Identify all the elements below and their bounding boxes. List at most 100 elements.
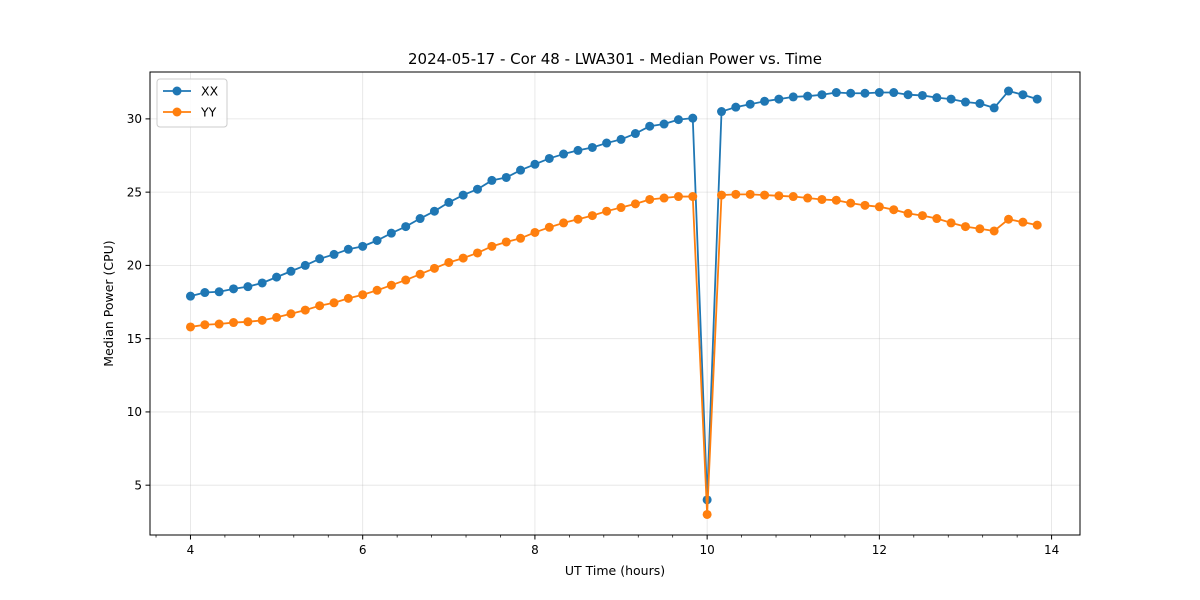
data-point-yy — [286, 309, 296, 319]
data-point-xx — [903, 90, 913, 100]
data-point-yy — [760, 190, 770, 200]
data-point-yy — [458, 253, 468, 263]
data-point-yy — [272, 312, 282, 322]
y-tick-label: 5 — [134, 478, 142, 492]
legend-marker-yy — [172, 107, 182, 117]
x-tick-label: 12 — [872, 543, 887, 557]
data-point-xx — [587, 142, 597, 152]
data-point-yy — [358, 290, 368, 300]
data-point-xx — [315, 254, 325, 264]
data-point-xx — [343, 244, 353, 254]
data-point-xx — [788, 92, 798, 102]
data-point-xx — [329, 249, 339, 259]
legend: XX YY — [156, 78, 228, 128]
data-point-xx — [1004, 86, 1014, 96]
data-point-yy — [731, 189, 741, 199]
y-tick-label: 10 — [127, 405, 142, 419]
data-point-yy — [917, 211, 927, 221]
data-point-xx — [688, 113, 698, 123]
data-point-xx — [673, 115, 683, 125]
legend-label-yy: YY — [200, 105, 217, 120]
data-point-yy — [501, 237, 511, 247]
x-tick-label: 4 — [187, 543, 195, 557]
data-point-yy — [874, 202, 884, 212]
data-point-yy — [831, 195, 841, 205]
legend-label-xx: XX — [201, 84, 219, 99]
data-point-yy — [989, 226, 999, 236]
x-tick-label: 6 — [359, 543, 367, 557]
data-point-xx — [846, 88, 856, 98]
data-point-yy — [659, 193, 669, 203]
data-point-yy — [630, 199, 640, 209]
data-point-yy — [602, 206, 612, 216]
data-point-yy — [343, 293, 353, 303]
data-point-xx — [530, 159, 540, 169]
chart-title: 2024-05-17 - Cor 48 - LWA301 - Median Po… — [408, 50, 822, 68]
data-point-xx — [257, 278, 267, 288]
data-point-xx — [831, 88, 841, 98]
data-point-yy — [717, 190, 727, 200]
data-point-yy — [573, 214, 583, 224]
series-layer — [185, 86, 1042, 519]
data-point-yy — [559, 218, 569, 228]
data-point-yy — [257, 315, 267, 325]
data-point-xx — [630, 129, 640, 139]
data-point-yy — [932, 214, 942, 224]
data-point-yy — [645, 194, 655, 204]
data-point-xx — [516, 165, 526, 175]
x-axis-label: UT Time (hours) — [565, 563, 665, 578]
data-point-xx — [989, 103, 999, 113]
data-point-yy — [903, 208, 913, 218]
y-tick-label: 30 — [127, 112, 142, 126]
data-point-xx — [472, 184, 482, 194]
data-point-xx — [573, 145, 583, 155]
data-point-yy — [429, 263, 439, 273]
data-point-yy — [386, 280, 396, 290]
data-point-xx — [659, 119, 669, 129]
data-point-yy — [300, 305, 310, 315]
data-point-xx — [803, 91, 813, 101]
data-point-xx — [774, 94, 784, 104]
y-tick-label: 20 — [127, 259, 142, 273]
data-point-xx — [501, 172, 511, 182]
data-point-xx — [214, 287, 224, 297]
y-tick-label: 15 — [127, 332, 142, 346]
data-point-xx — [372, 236, 382, 245]
data-point-yy — [415, 269, 425, 279]
data-point-xx — [745, 99, 755, 109]
data-point-xx — [200, 288, 210, 298]
legend-marker-xx — [172, 86, 182, 96]
data-point-yy — [444, 257, 454, 267]
data-point-xx — [1018, 90, 1028, 100]
grid — [150, 72, 1080, 535]
data-point-xx — [602, 138, 612, 148]
data-point-yy — [487, 241, 497, 251]
data-point-yy — [530, 227, 540, 237]
data-point-xx — [946, 94, 956, 104]
data-point-yy — [960, 222, 970, 232]
data-point-xx — [917, 90, 927, 100]
data-point-yy — [516, 233, 526, 243]
data-point-yy — [688, 192, 698, 202]
data-point-xx — [731, 102, 741, 112]
data-point-yy — [185, 322, 195, 332]
data-point-xx — [889, 88, 899, 98]
data-point-xx — [386, 228, 396, 238]
plot-frame — [149, 71, 1081, 536]
data-point-xx — [932, 93, 942, 103]
data-point-yy — [774, 191, 784, 201]
data-point-yy — [1004, 214, 1014, 224]
data-point-xx — [645, 121, 655, 131]
data-point-xx — [487, 175, 497, 185]
data-point-yy — [860, 200, 870, 210]
data-point-yy — [372, 285, 382, 295]
series-xx — [185, 86, 1042, 505]
data-point-xx — [458, 190, 468, 200]
data-point-yy — [788, 192, 798, 202]
data-point-yy — [889, 205, 899, 215]
data-point-xx — [717, 107, 727, 117]
data-point-xx — [860, 88, 870, 98]
data-point-xx — [300, 260, 310, 270]
x-tick-label: 8 — [531, 543, 539, 557]
data-point-yy — [214, 319, 224, 329]
